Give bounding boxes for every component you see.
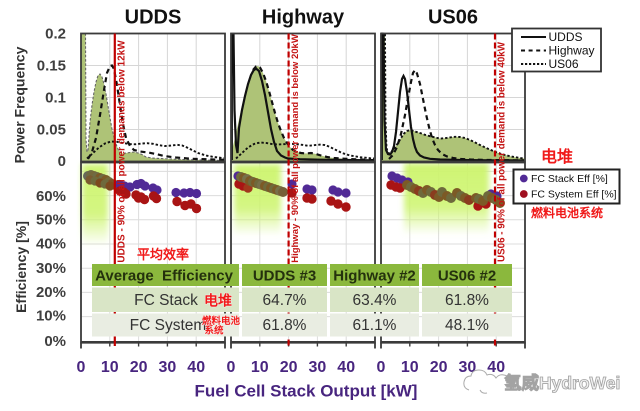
svg-text:FC System Eff [%]: FC System Eff [%] [531, 189, 617, 201]
svg-text:20: 20 [130, 359, 148, 376]
svg-text:0: 0 [58, 153, 66, 170]
svg-text:Highway - 90% of all power dem: Highway - 90% of all power demand is bel… [290, 34, 301, 263]
svg-text:61.8%: 61.8% [445, 292, 489, 309]
svg-text:60%: 60% [36, 188, 66, 205]
svg-text:0: 0 [377, 359, 386, 376]
svg-text:0.2: 0.2 [45, 26, 66, 43]
svg-text:63.4%: 63.4% [353, 292, 397, 309]
svg-text:Fuel Cell Stack Output [kW]: Fuel Cell Stack Output [kW] [195, 382, 418, 401]
svg-text:UDDS - 90% of all power demand: UDDS - 90% of all power demands below 12… [117, 40, 128, 263]
svg-text:系统: 系统 [204, 325, 224, 337]
svg-text:平均效率: 平均效率 [137, 247, 189, 262]
svg-text:10: 10 [251, 359, 269, 376]
svg-text:30: 30 [159, 359, 177, 376]
svg-text:0.05: 0.05 [37, 122, 66, 139]
svg-text:20: 20 [430, 359, 448, 376]
svg-text:50%: 50% [36, 212, 66, 229]
svg-text:US06 #2: US06 #2 [438, 268, 496, 285]
svg-text:Power Frequency: Power Frequency [12, 46, 28, 163]
svg-text:UDDS #3: UDDS #3 [253, 268, 316, 285]
svg-text:10: 10 [101, 359, 119, 376]
svg-text:FC Stack: FC Stack [134, 292, 198, 309]
svg-text:US06 - 90% of all power demand: US06 - 90% of all power demand is below … [497, 41, 508, 262]
svg-text:30: 30 [309, 359, 327, 376]
svg-text:64.7%: 64.7% [263, 292, 307, 309]
svg-text:US06: US06 [428, 7, 478, 29]
svg-text:Average Efficiency: Average Efficiency [95, 268, 233, 285]
svg-text:61.8%: 61.8% [263, 317, 307, 334]
svg-text:61.1%: 61.1% [353, 317, 397, 334]
svg-text:FC Stack Eff [%]: FC Stack Eff [%] [531, 173, 608, 185]
svg-text:0: 0 [227, 359, 236, 376]
svg-text:30%: 30% [36, 260, 66, 277]
svg-text:电堆: 电堆 [204, 293, 232, 309]
svg-text:40: 40 [337, 359, 355, 376]
svg-text:48.1%: 48.1% [445, 317, 489, 334]
svg-text:燃料电池: 燃料电池 [202, 315, 241, 327]
svg-text:0: 0 [77, 359, 86, 376]
svg-text:Efficiency [%]: Efficiency [%] [13, 221, 29, 313]
svg-text:40: 40 [187, 359, 205, 376]
svg-text:Highway: Highway [549, 44, 595, 58]
svg-text:20%: 20% [36, 284, 66, 301]
svg-text:UDDS: UDDS [549, 30, 583, 44]
svg-text:20: 20 [280, 359, 298, 376]
svg-text:30: 30 [459, 359, 477, 376]
svg-text:0.1: 0.1 [45, 90, 66, 107]
svg-text:10: 10 [401, 359, 419, 376]
svg-text:0.15: 0.15 [37, 58, 66, 75]
svg-text:10%: 10% [36, 308, 66, 325]
svg-text:40: 40 [487, 359, 505, 376]
svg-text:氢威HydroWei: 氢威HydroWei [504, 373, 620, 393]
svg-text:US06: US06 [549, 57, 579, 71]
svg-text:Highway #2: Highway #2 [333, 268, 416, 285]
svg-text:燃料电池系统: 燃料电池系统 [531, 205, 603, 220]
svg-text:Highway: Highway [262, 7, 345, 29]
svg-text:0%: 0% [44, 333, 66, 350]
svg-text:电堆: 电堆 [541, 147, 573, 166]
svg-text:FC System: FC System [130, 317, 207, 334]
svg-text:40%: 40% [36, 236, 66, 253]
svg-text:UDDS: UDDS [125, 7, 182, 29]
